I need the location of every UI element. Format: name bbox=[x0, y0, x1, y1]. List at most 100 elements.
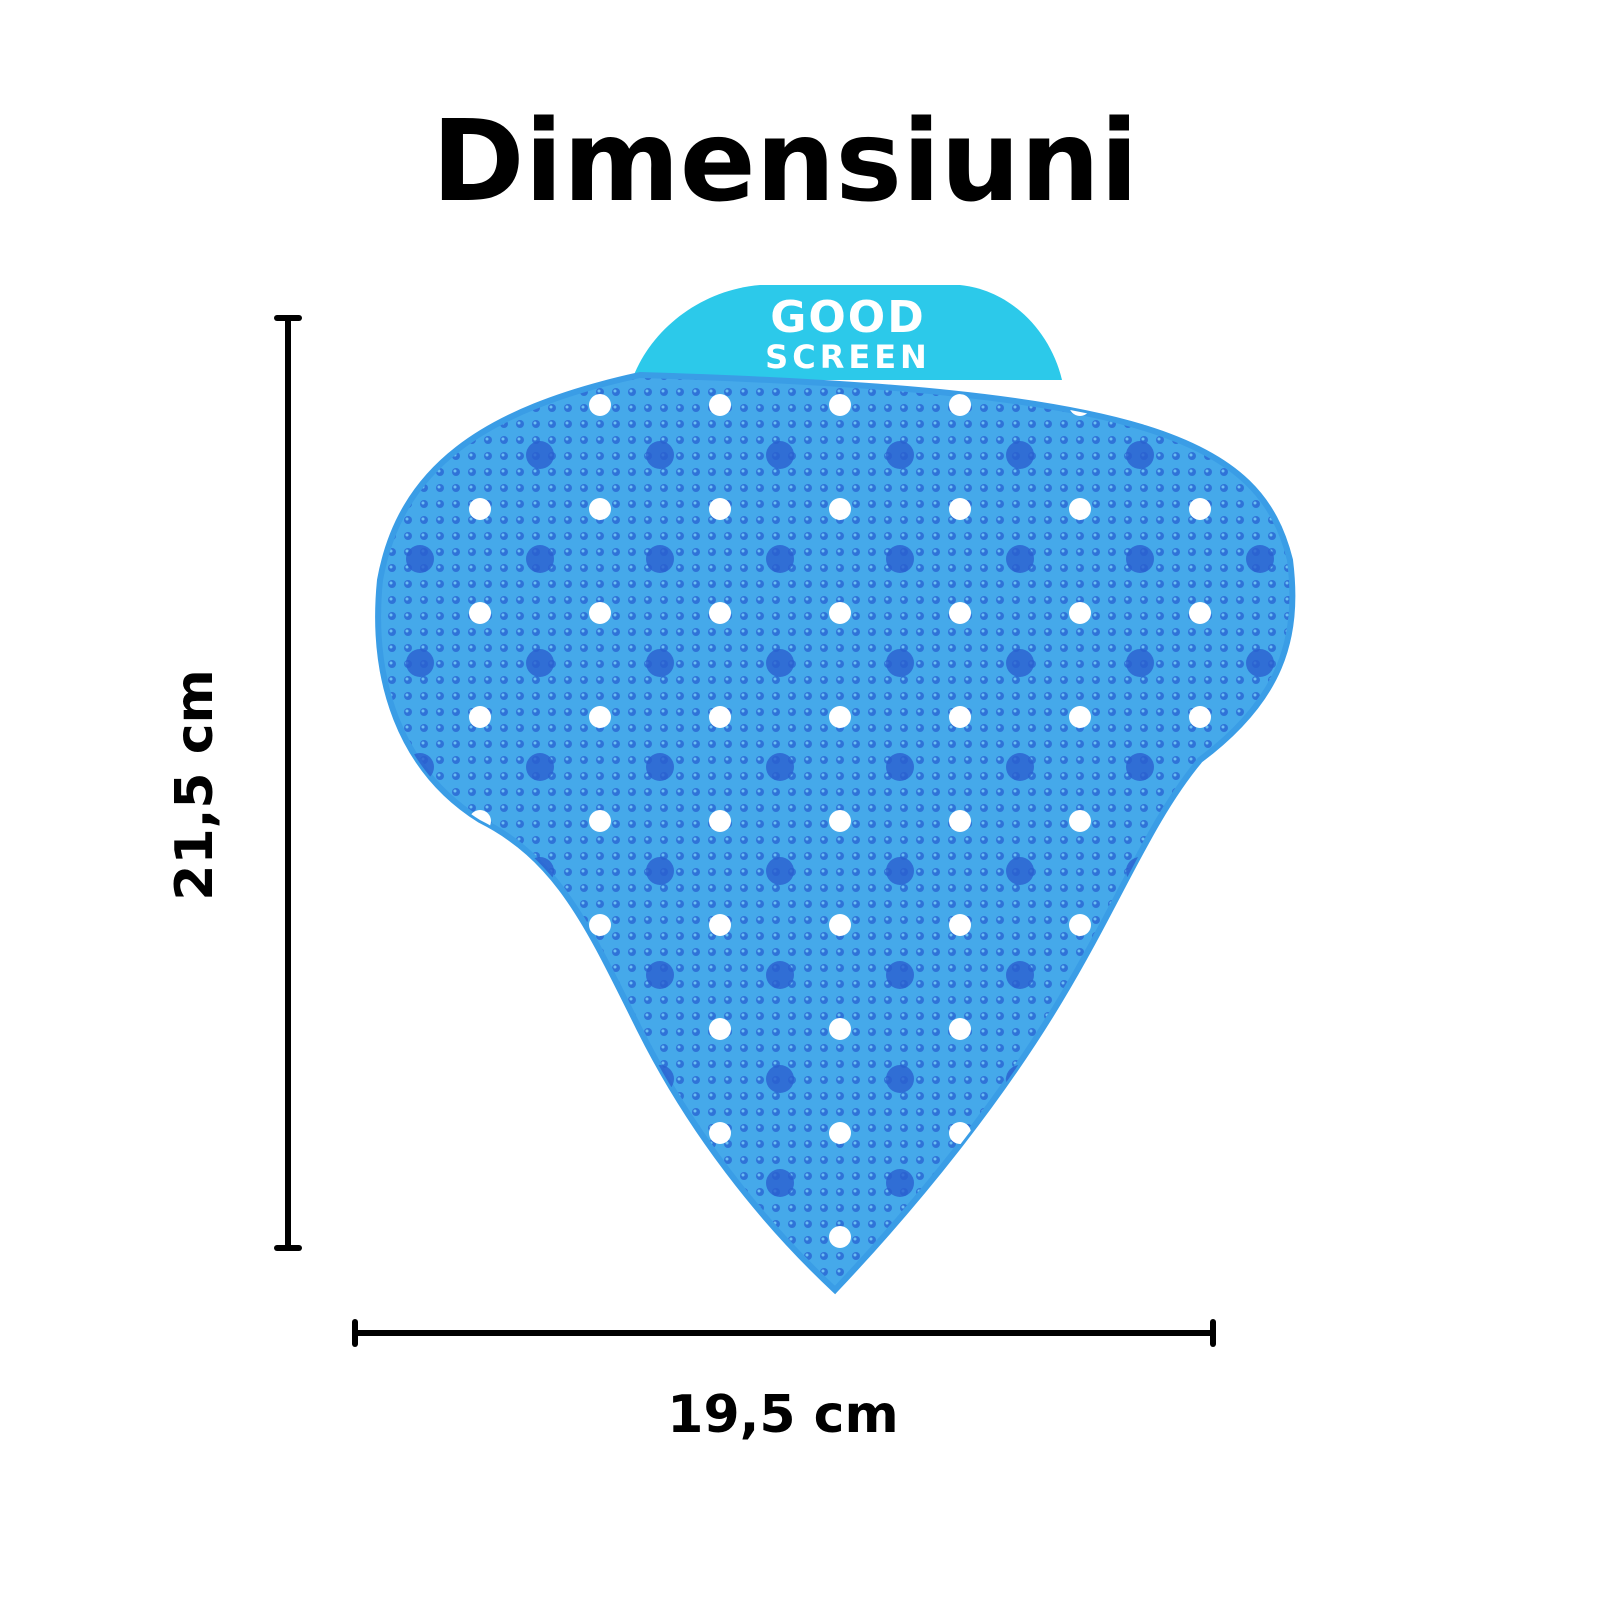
bump bbox=[526, 441, 554, 469]
bump bbox=[1126, 1065, 1154, 1093]
hole bbox=[1309, 810, 1331, 832]
bump bbox=[886, 441, 914, 469]
bump bbox=[406, 1065, 434, 1093]
hole bbox=[1069, 1226, 1091, 1248]
bump bbox=[1246, 857, 1274, 885]
hole bbox=[229, 706, 251, 728]
bump bbox=[526, 1065, 554, 1093]
bump bbox=[886, 961, 914, 989]
bump bbox=[1126, 545, 1154, 573]
hole bbox=[1429, 602, 1451, 624]
hole bbox=[709, 1018, 731, 1040]
bump bbox=[406, 961, 434, 989]
hole bbox=[1189, 810, 1211, 832]
width-label: 19,5 cm bbox=[667, 1385, 898, 1445]
bump bbox=[1246, 545, 1274, 573]
bump bbox=[406, 441, 434, 469]
hole bbox=[1189, 498, 1211, 520]
hole bbox=[589, 810, 611, 832]
hole bbox=[1189, 1226, 1211, 1248]
hole bbox=[1069, 810, 1091, 832]
bump bbox=[1486, 545, 1514, 573]
bump bbox=[1006, 961, 1034, 989]
hole bbox=[1309, 498, 1331, 520]
bump bbox=[646, 1169, 674, 1197]
hole bbox=[829, 706, 851, 728]
bump bbox=[766, 1273, 794, 1290]
hole bbox=[829, 1122, 851, 1144]
hole bbox=[1069, 1122, 1091, 1144]
hole bbox=[229, 394, 251, 416]
bump bbox=[766, 649, 794, 677]
hole bbox=[1429, 914, 1451, 936]
bump bbox=[1006, 857, 1034, 885]
hole bbox=[349, 1122, 371, 1144]
hole bbox=[1429, 394, 1451, 416]
hole bbox=[349, 498, 371, 520]
hole bbox=[709, 1122, 731, 1144]
hole bbox=[229, 602, 251, 624]
title: Dimensiuni bbox=[432, 97, 1139, 227]
bump bbox=[1366, 1273, 1394, 1301]
bump bbox=[406, 649, 434, 677]
bump bbox=[1006, 441, 1034, 469]
hole bbox=[1309, 706, 1331, 728]
hole bbox=[1189, 1122, 1211, 1144]
bump bbox=[1246, 1169, 1274, 1197]
hole bbox=[229, 1226, 251, 1248]
bump bbox=[646, 1273, 674, 1290]
bump bbox=[1126, 753, 1154, 781]
hole bbox=[949, 602, 971, 624]
height-dimension-line bbox=[274, 315, 302, 1251]
bump bbox=[1366, 545, 1394, 573]
bump bbox=[886, 857, 914, 885]
hole bbox=[709, 498, 731, 520]
hole bbox=[829, 1226, 851, 1248]
bump bbox=[1006, 1169, 1034, 1197]
hole bbox=[1189, 914, 1211, 936]
bump bbox=[1126, 961, 1154, 989]
hole bbox=[1069, 914, 1091, 936]
bump bbox=[1486, 1273, 1514, 1301]
hole bbox=[1429, 1122, 1451, 1144]
bump bbox=[1486, 649, 1514, 677]
hole bbox=[1189, 1018, 1211, 1040]
hole bbox=[1189, 602, 1211, 624]
bump bbox=[1366, 961, 1394, 989]
hole bbox=[1309, 394, 1331, 416]
bump bbox=[886, 1169, 914, 1197]
bump bbox=[886, 753, 914, 781]
bump bbox=[526, 961, 554, 989]
bump bbox=[526, 545, 554, 573]
hole bbox=[469, 706, 491, 728]
bump bbox=[406, 1273, 434, 1290]
hole bbox=[469, 914, 491, 936]
hole bbox=[949, 706, 971, 728]
hole bbox=[229, 914, 251, 936]
hole bbox=[469, 394, 491, 416]
bump bbox=[1126, 857, 1154, 885]
hole bbox=[949, 1122, 971, 1144]
bump bbox=[766, 1169, 794, 1197]
height-label: 21,5 cm bbox=[165, 669, 225, 900]
bump bbox=[646, 649, 674, 677]
hole bbox=[349, 1018, 371, 1040]
bump bbox=[1126, 1273, 1154, 1290]
bump bbox=[646, 857, 674, 885]
hole bbox=[589, 706, 611, 728]
hole bbox=[469, 1122, 491, 1144]
bump bbox=[1126, 1169, 1154, 1197]
bump bbox=[1366, 441, 1394, 469]
hole bbox=[709, 1226, 731, 1248]
hole bbox=[1309, 1122, 1331, 1144]
bump bbox=[1246, 649, 1274, 677]
bump bbox=[1366, 1065, 1394, 1093]
bump bbox=[526, 857, 554, 885]
bump bbox=[1486, 857, 1514, 885]
bump bbox=[526, 1169, 554, 1197]
bump bbox=[886, 1273, 914, 1290]
bump bbox=[1126, 649, 1154, 677]
hole bbox=[949, 1226, 971, 1248]
hole bbox=[949, 810, 971, 832]
